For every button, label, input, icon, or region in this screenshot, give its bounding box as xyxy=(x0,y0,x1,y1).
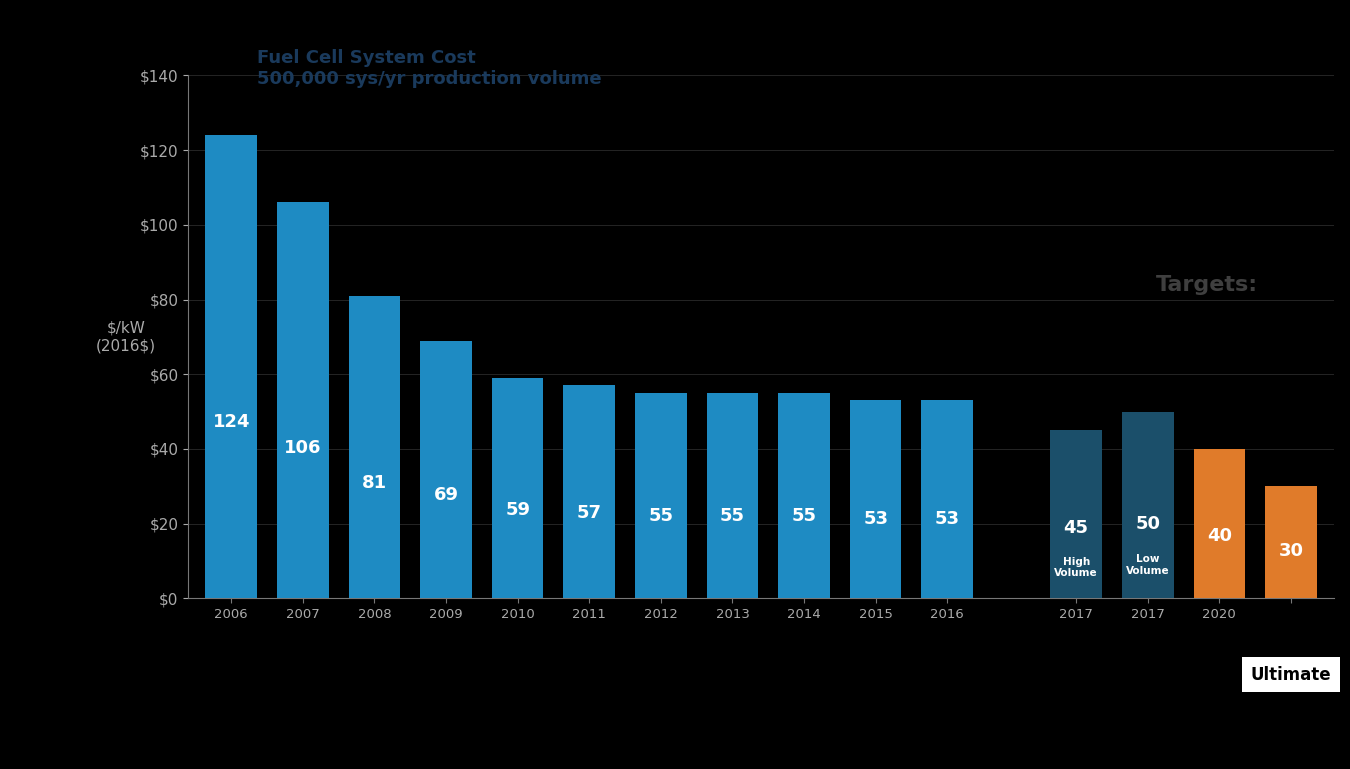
Text: 55: 55 xyxy=(720,508,745,525)
Text: 53: 53 xyxy=(934,510,960,528)
Bar xyxy=(1050,430,1102,598)
Text: 40: 40 xyxy=(1207,527,1231,544)
Text: 45: 45 xyxy=(1064,519,1088,537)
Bar xyxy=(706,393,759,598)
Bar xyxy=(1122,411,1173,598)
Bar xyxy=(779,393,830,598)
Text: 55: 55 xyxy=(648,508,674,525)
Text: 55: 55 xyxy=(791,508,817,525)
Bar xyxy=(277,202,328,598)
Text: 59: 59 xyxy=(505,501,531,519)
Text: Low
Volume: Low Volume xyxy=(1126,554,1169,576)
Text: 30: 30 xyxy=(1278,542,1304,561)
Text: Fuel Cell System Cost
500,000 sys/yr production volume: Fuel Cell System Cost 500,000 sys/yr pro… xyxy=(256,49,602,88)
Text: 124: 124 xyxy=(212,413,250,431)
Bar xyxy=(850,401,902,598)
Text: 106: 106 xyxy=(284,439,321,457)
Y-axis label: $/kW
(2016$): $/kW (2016$) xyxy=(96,321,157,353)
Bar xyxy=(491,378,544,598)
Bar xyxy=(348,296,400,598)
Text: 81: 81 xyxy=(362,474,387,492)
Bar xyxy=(563,385,616,598)
Text: 50: 50 xyxy=(1135,514,1160,533)
Bar xyxy=(1265,486,1316,598)
Bar xyxy=(1193,449,1245,598)
Text: High
Volume: High Volume xyxy=(1054,557,1098,578)
Bar xyxy=(922,401,973,598)
Text: Ultimate: Ultimate xyxy=(1250,666,1331,684)
Text: 53: 53 xyxy=(863,510,888,528)
Text: Targets:: Targets: xyxy=(1157,275,1258,295)
Text: 57: 57 xyxy=(576,504,602,522)
Bar xyxy=(205,135,256,598)
Text: 69: 69 xyxy=(433,486,459,504)
Bar xyxy=(634,393,687,598)
Bar xyxy=(420,341,472,598)
